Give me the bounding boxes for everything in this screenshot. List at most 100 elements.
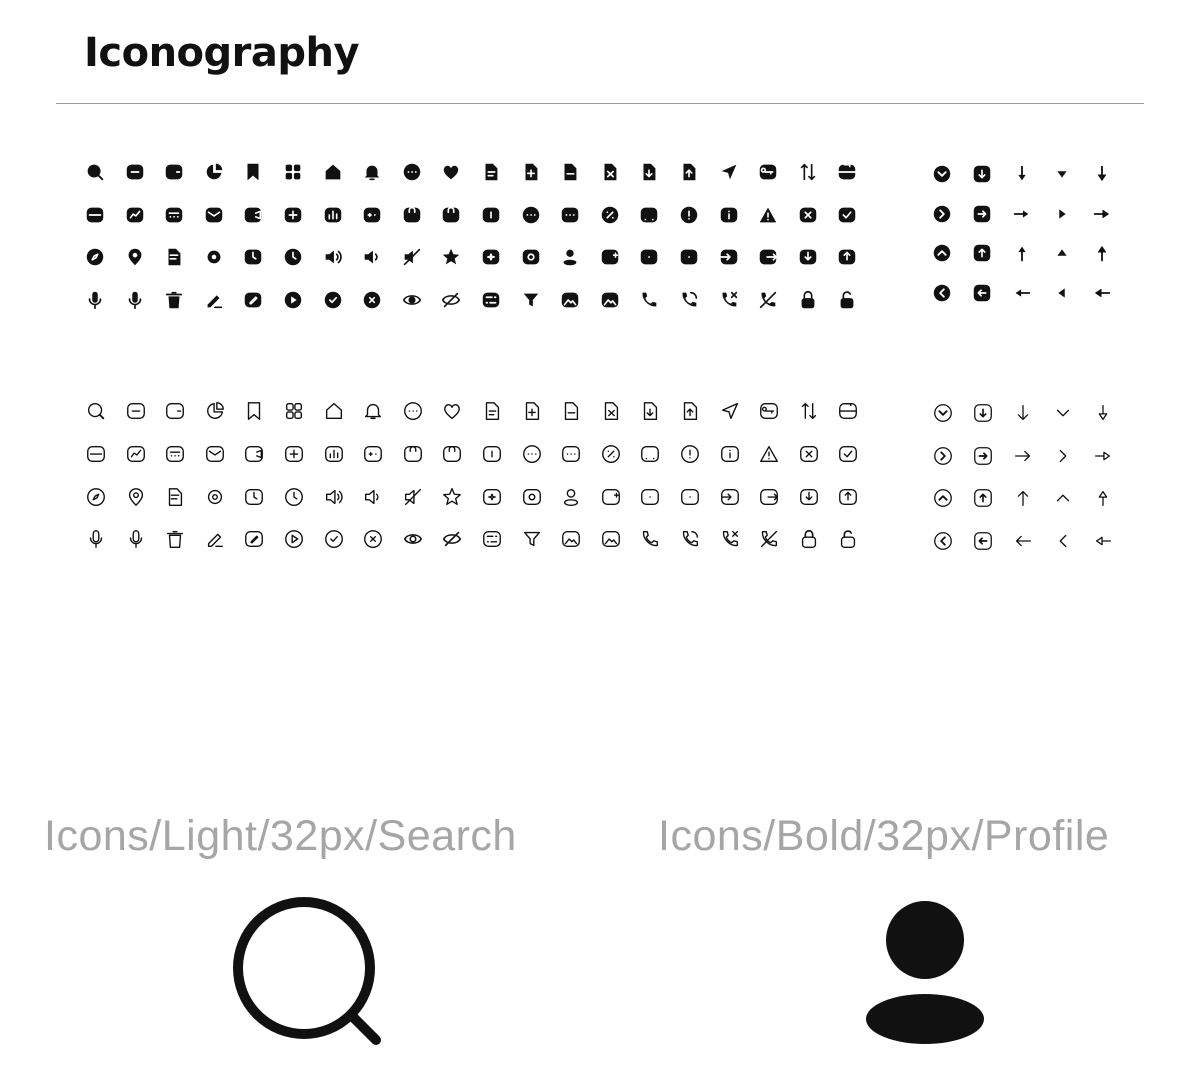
paper-minus-icon (560, 400, 582, 422)
upload-icon (836, 246, 858, 268)
discovery-icon (84, 246, 106, 268)
camera-icon (520, 246, 542, 268)
work-icon (836, 161, 858, 183)
volume-off-icon (402, 486, 424, 508)
arrow-down-circle-icon (931, 163, 953, 185)
danger-circle-icon (678, 204, 700, 226)
tick-square-icon (837, 443, 859, 465)
bookmark-icon (243, 400, 265, 422)
arrow-left-2-icon (1051, 282, 1073, 304)
paper-upload-icon (679, 400, 701, 422)
chart-pie-icon (203, 161, 225, 183)
arrow-right-icon (1011, 203, 1033, 225)
plus-icon (282, 204, 304, 226)
arrow-up-square-icon (972, 487, 994, 509)
star-icon (441, 486, 463, 508)
arrow-right-square-icon (971, 203, 993, 225)
paper-minus-icon (559, 161, 581, 183)
page-title: Iconography (84, 30, 360, 76)
paper-download-icon (639, 400, 661, 422)
image-icon (559, 289, 581, 311)
image-2-icon (600, 528, 622, 550)
password-icon (758, 400, 780, 422)
message-icon (204, 443, 226, 465)
paper-plus-icon (520, 161, 542, 183)
arrow-right-circle-icon (932, 445, 954, 467)
activity-icon (124, 204, 146, 226)
info-square-icon (719, 443, 741, 465)
calendar-icon (164, 443, 186, 465)
chart-icon (322, 204, 344, 226)
camera-icon (521, 486, 543, 508)
more-square-icon (560, 443, 582, 465)
filter-icon (480, 289, 502, 311)
lock-icon (798, 528, 820, 550)
volume-off-icon (401, 246, 423, 268)
volume-down-icon (361, 246, 383, 268)
game-icon (361, 204, 383, 226)
send-icon (719, 400, 741, 422)
volume-down-icon (362, 486, 384, 508)
time-circle-icon (282, 246, 304, 268)
arrow-left-square-icon (971, 282, 993, 304)
ticket-icon (481, 443, 503, 465)
arrow-right-2-icon (1051, 203, 1073, 225)
light-search-caption: Icons/Light/32px/Search (44, 812, 517, 860)
arrow-down-3-icon (1091, 163, 1113, 185)
calendar-icon (163, 204, 185, 226)
add-user-icon (600, 486, 622, 508)
edit-icon (203, 289, 225, 311)
profile-icon (560, 486, 582, 508)
arrow-up-2-icon (1052, 487, 1074, 509)
notification-icon (362, 400, 384, 422)
lock-icon (797, 289, 819, 311)
game-icon (362, 443, 384, 465)
close-square-icon (798, 443, 820, 465)
plus-icon (283, 443, 305, 465)
danger-circle-icon (679, 443, 701, 465)
scan-icon (85, 443, 107, 465)
setting-icon (204, 486, 226, 508)
filter-funnel-icon (520, 289, 542, 311)
search-icon-large (228, 892, 388, 1052)
profile-icon (559, 246, 581, 268)
work-icon (837, 400, 859, 422)
swap-icon (797, 161, 819, 183)
star-icon (440, 246, 462, 268)
danger-triangle-icon (758, 443, 780, 465)
document-icon (480, 161, 502, 183)
bag-icon (402, 443, 424, 465)
filter-icon (481, 528, 503, 550)
video-icon (243, 443, 265, 465)
tick-square-icon (836, 204, 858, 226)
arrow-up-circle-icon (931, 242, 953, 264)
arrow-up-2-icon (1051, 242, 1073, 264)
three-users-icon (679, 486, 701, 508)
arrow-up-3-icon (1092, 487, 1114, 509)
buy-icon (440, 204, 462, 226)
profile-icon-large (862, 896, 988, 1052)
login-icon (718, 246, 740, 268)
upload-icon (837, 486, 859, 508)
more-circle-icon (521, 443, 543, 465)
three-users-icon (678, 246, 700, 268)
download-icon (797, 246, 819, 268)
category-icon (282, 161, 304, 183)
paper-fail-icon (600, 400, 622, 422)
location-icon (124, 246, 146, 268)
setting-icon (203, 246, 225, 268)
arrow-left-circle-icon (931, 282, 953, 304)
arrow-down-3-icon (1092, 402, 1114, 424)
buy-icon (441, 443, 463, 465)
search-icon (85, 400, 107, 422)
call-icon (638, 289, 660, 311)
scan-icon (84, 204, 106, 226)
arrow-down-icon (1011, 163, 1033, 185)
arrow-right-3-icon (1091, 203, 1113, 225)
add-user-icon (599, 246, 621, 268)
unlock-icon (837, 528, 859, 550)
ticket-icon (480, 204, 502, 226)
discovery-icon (85, 486, 107, 508)
cart-icon (638, 204, 660, 226)
bold-profile-caption: Icons/Bold/32px/Profile (658, 812, 1110, 860)
